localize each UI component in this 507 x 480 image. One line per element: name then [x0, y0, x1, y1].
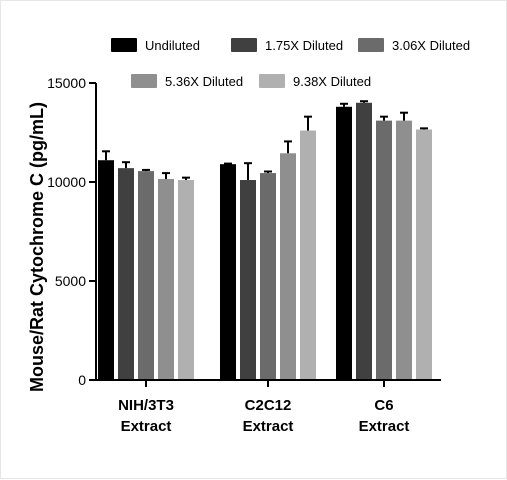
bar [300, 130, 316, 380]
y-axis-title: Mouse/Rat Cytochrome C (pg/mL) [27, 102, 47, 392]
legend: Undiluted 1.75X Diluted 3.06X Diluted 5.36X… [111, 38, 470, 89]
y-tick-label: 10000 [47, 174, 86, 190]
axes: 0 5000 10000 15000 NIH/3T3 Extract C2C12 Extrac… [47, 75, 441, 435]
legend-label: 9.38X Diluted [293, 74, 371, 89]
legend-label: 1.75X Diluted [265, 38, 343, 53]
legend-swatch [111, 38, 137, 52]
bar [178, 180, 194, 380]
x-category-label: C6 [374, 397, 393, 414]
bar [118, 168, 134, 380]
x-category-label: C2C12 [245, 397, 292, 414]
bar [376, 120, 392, 381]
x-category-label: Extract [359, 418, 410, 435]
y-tick-label: 5000 [55, 273, 86, 289]
x-category-label: Extract [243, 418, 294, 435]
bar-groups [98, 100, 432, 381]
x-category-label: NIH/3T3 [118, 397, 174, 414]
legend-swatch [259, 74, 285, 88]
bar [138, 171, 154, 380]
legend-label: 5.36X Diluted [165, 74, 243, 89]
y-tick-label: 15000 [47, 75, 86, 91]
legend-swatch [131, 74, 157, 88]
legend-swatch [358, 38, 384, 52]
legend-label: 3.06X Diluted [392, 38, 470, 53]
bar [416, 129, 432, 380]
bar [396, 120, 412, 381]
legend-label: Undiluted [145, 38, 200, 53]
bar [220, 164, 236, 380]
bar [280, 153, 296, 380]
bar [260, 173, 276, 380]
bar [240, 180, 256, 380]
bar [158, 179, 174, 380]
bar [98, 160, 114, 380]
x-category-label: Extract [121, 418, 172, 435]
bar [336, 106, 352, 380]
y-tick-label: 0 [78, 372, 86, 388]
bar [356, 102, 372, 381]
legend-swatch [231, 38, 257, 52]
